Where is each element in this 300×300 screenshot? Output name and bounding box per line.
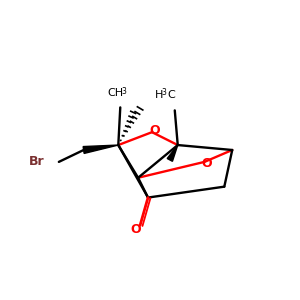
Text: O: O xyxy=(201,158,212,170)
Text: Br: Br xyxy=(29,155,45,168)
Text: 3: 3 xyxy=(162,88,167,98)
Text: CH: CH xyxy=(107,88,124,98)
Text: O: O xyxy=(131,223,141,236)
Polygon shape xyxy=(167,145,178,161)
Text: O: O xyxy=(150,124,160,137)
Text: H: H xyxy=(155,89,163,100)
Text: 3: 3 xyxy=(121,86,126,95)
Polygon shape xyxy=(83,145,118,153)
Text: C: C xyxy=(168,89,176,100)
